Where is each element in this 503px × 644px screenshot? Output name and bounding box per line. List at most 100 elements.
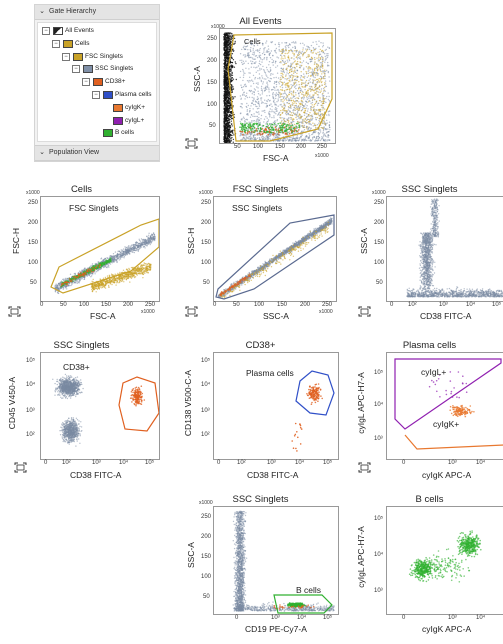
- plot-expand-icon[interactable]: [14, 462, 27, 473]
- x-tick: 10⁴: [295, 460, 304, 466]
- plot-expand-icon[interactable]: [8, 306, 21, 317]
- event-dots: [52, 374, 84, 400]
- gate-node-label: Plasma cells: [115, 89, 151, 100]
- y-axis-label: FSC-H: [11, 221, 21, 261]
- x-tick: 150: [275, 144, 285, 150]
- y-tick: 150: [374, 240, 384, 246]
- event-dots: [233, 511, 248, 612]
- collapse-icon[interactable]: −: [92, 91, 100, 99]
- x-tick: 10⁵: [492, 302, 501, 308]
- gate-label-cyigl: cyIgL+: [421, 367, 446, 377]
- event-dots: [449, 405, 474, 418]
- event-dots: [130, 385, 145, 406]
- x-tick: 0: [44, 460, 47, 466]
- plot-area[interactable]: [386, 196, 503, 302]
- x-axis-label: CD38 FITC-A: [70, 470, 121, 480]
- plot-expand-icon[interactable]: [185, 306, 198, 317]
- plot-ssc-singlets-cd45: SSC Singlets CD38+ 0 10² 10³ 10⁴ 10⁵ 10²…: [4, 340, 159, 490]
- gate-node-label: All Events: [65, 25, 94, 36]
- plot-area[interactable]: B cells: [213, 506, 339, 615]
- plot-expand-icon[interactable]: [185, 138, 198, 149]
- collapse-icon[interactable]: −: [52, 40, 60, 48]
- y-tick: 10³: [374, 588, 383, 594]
- x-tick: 0: [235, 615, 238, 621]
- y-tick: 10⁵: [374, 516, 383, 522]
- x-tick: 10³: [439, 302, 448, 308]
- x-tick: 0: [213, 302, 216, 308]
- y-tick: 10⁴: [26, 382, 35, 388]
- gate-label-b-cells: B cells: [296, 585, 321, 595]
- x-tick: 0: [40, 302, 43, 308]
- collapse-icon[interactable]: −: [42, 27, 50, 35]
- y-axis-label: cyIgL APC-H7-A: [356, 522, 366, 592]
- x-tick: 10⁵: [323, 615, 332, 621]
- x-tick: 10³: [267, 460, 276, 466]
- gate-node-label: B cells: [115, 127, 134, 138]
- population-color-swatch: [73, 53, 83, 61]
- y-tick: 250: [207, 36, 217, 42]
- collapse-icon[interactable]: −: [72, 65, 80, 73]
- y-tick: 200: [207, 58, 217, 64]
- event-dots: [234, 601, 335, 611]
- y-tick: 200: [201, 534, 211, 540]
- plot-expand-icon[interactable]: [358, 306, 371, 317]
- gate-node-label: CD38+: [105, 76, 125, 87]
- y-tick: 250: [28, 200, 38, 206]
- y-multiplier: x1000: [372, 190, 386, 196]
- gate-hierarchy-title: Gate Hierarchy: [49, 8, 96, 15]
- x-tick: 0: [390, 302, 393, 308]
- x-tick: 10⁴: [119, 460, 128, 466]
- collapse-icon[interactable]: −: [62, 53, 70, 61]
- population-color-swatch: [93, 78, 103, 86]
- y-tick: 200: [374, 220, 384, 226]
- chevron-down-icon[interactable]: ⌄: [35, 146, 49, 160]
- y-tick: 10⁴: [374, 552, 383, 558]
- y-tick: 150: [207, 80, 217, 86]
- plot-expand-icon[interactable]: [358, 462, 371, 473]
- event-dots: [430, 198, 440, 237]
- plot-area[interactable]: SSC Singlets: [213, 196, 337, 302]
- y-tick: 150: [201, 554, 211, 560]
- chevron-down-icon[interactable]: ⌄: [35, 5, 49, 19]
- y-tick: 100: [201, 574, 211, 580]
- plot-area[interactable]: [386, 506, 503, 615]
- y-tick: 200: [201, 220, 211, 226]
- y-multiplier: x1000: [199, 500, 213, 506]
- y-axis-label: SSC-A: [192, 59, 202, 99]
- x-axis-label: SSC-A: [263, 311, 289, 321]
- gate-cd38-plus[interactable]: [119, 377, 159, 431]
- plot-area[interactable]: CD38+: [40, 352, 160, 460]
- population-color-swatch: [63, 40, 73, 48]
- x-tick: 10³: [92, 460, 101, 466]
- x-tick: 10⁴: [297, 615, 306, 621]
- y-tick: 10³: [201, 408, 210, 414]
- y-tick: 10³: [374, 436, 383, 442]
- y-tick: 10⁴: [374, 402, 383, 408]
- collapse-icon[interactable]: −: [82, 78, 90, 86]
- y-tick: 10⁴: [201, 382, 210, 388]
- x-axis-label: cyIgK APC-A: [422, 470, 471, 480]
- plot-area[interactable]: Plasma cells: [213, 352, 339, 460]
- plot-area[interactable]: cyIgL+ cyIgK+: [386, 352, 503, 460]
- x-axis-label: FSC-A: [263, 153, 289, 163]
- gate-cyigk-plus[interactable]: [405, 435, 503, 449]
- plot-area[interactable]: Cells: [219, 28, 336, 144]
- gate-node-label: FSC Singlets: [85, 51, 123, 62]
- gate-hierarchy-header[interactable]: ⌄Gate Hierarchy: [35, 5, 159, 20]
- y-tick: 10³: [26, 408, 35, 414]
- event-dots: [457, 530, 482, 557]
- x-tick: 50: [234, 144, 241, 150]
- x-multiplier: x1000: [141, 309, 155, 315]
- population-view-header[interactable]: ⌄Population View: [35, 145, 159, 161]
- plot-area[interactable]: FSC Singlets: [40, 196, 160, 302]
- plot-cells: Cells FSC Singlets x1000 x1000 0 50 100 …: [4, 184, 159, 334]
- x-tick: 200: [296, 144, 306, 150]
- x-tick: 10²: [408, 302, 417, 308]
- gate-label-plasma-cells: Plasma cells: [246, 368, 294, 378]
- x-tick: 50: [233, 302, 240, 308]
- y-tick: 10²: [26, 432, 35, 438]
- plot-all-events: All Events Cells x1000 x1000 50 100 150 …: [183, 16, 338, 166]
- y-tick: 100: [28, 260, 38, 266]
- x-tick: 150: [277, 302, 287, 308]
- y-tick: 100: [207, 102, 217, 108]
